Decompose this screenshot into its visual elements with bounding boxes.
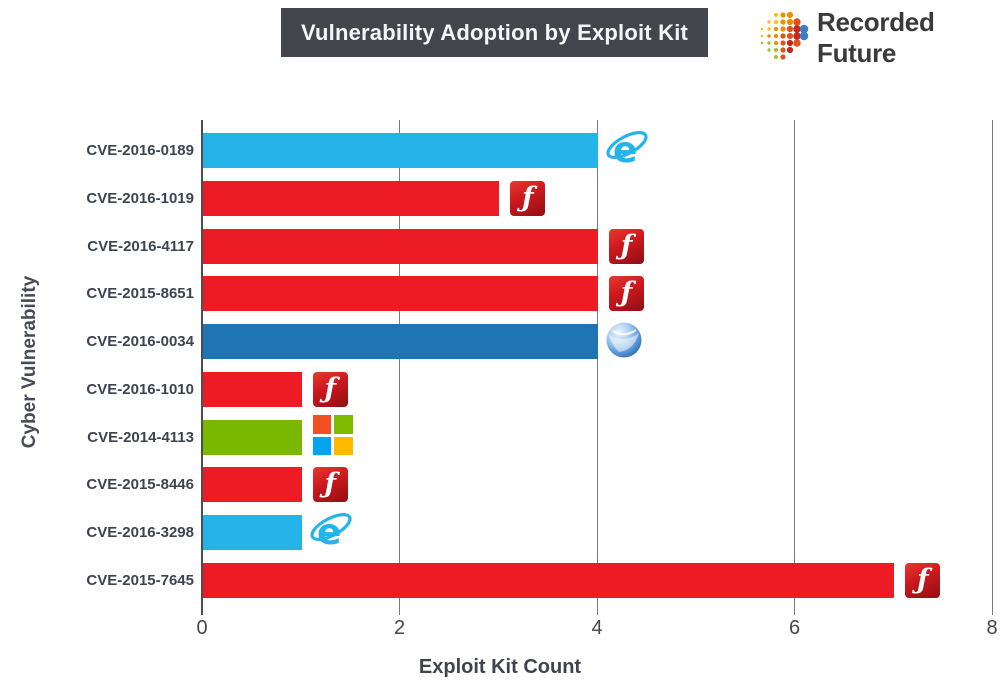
gridline-x-2 — [399, 120, 400, 615]
silverlight-icon — [604, 320, 646, 360]
category-label-cve-2014-4113: CVE-2014-4113 — [87, 428, 194, 446]
bar-cve-2015-8446 — [203, 467, 302, 503]
flash-icon: ƒ — [905, 563, 941, 599]
category-label-cve-2016-1019: CVE-2016-1019 — [86, 189, 194, 207]
bar-cve-2014-4113 — [203, 419, 302, 455]
flash-icon: ƒ — [609, 276, 644, 312]
bar-cve-2016-1010 — [203, 371, 302, 407]
category-label-cve-2016-0034: CVE-2016-0034 — [86, 333, 194, 351]
bar-cve-2015-8651 — [203, 276, 598, 312]
internet-explorer-icon: e — [604, 127, 650, 169]
gridline-x-8 — [991, 120, 993, 615]
x-tick-label-0: 0 — [196, 617, 208, 639]
bar-cve-2016-3298 — [203, 515, 302, 551]
internet-explorer-icon: e — [308, 509, 354, 551]
bar-cve-2016-1019 — [203, 180, 500, 216]
bar-cve-2015-7645 — [203, 563, 895, 599]
chart-title: Vulnerability Adoption by Exploit Kit — [300, 19, 689, 45]
bar-cve-2016-4117 — [203, 228, 598, 264]
flash-icon: ƒ — [609, 228, 644, 264]
category-label-cve-2016-3298: CVE-2016-3298 — [86, 524, 194, 542]
flash-icon: ƒ — [510, 180, 546, 216]
flash-icon: ƒ — [312, 371, 348, 407]
category-label-cve-2015-8446: CVE-2015-8446 — [86, 476, 194, 494]
brand-name: Recorded Future — [817, 7, 935, 68]
y-axis-line — [201, 120, 203, 615]
flash-icon: ƒ — [312, 467, 348, 503]
category-label-cve-2016-4117: CVE-2016-4117 — [87, 237, 194, 255]
plot-area: 0 2 4 6 8 CVE-2016-0189 e CVE-2016-1019 ƒ CVE-201… — [86, 120, 998, 639]
bar-cve-2016-0034 — [203, 324, 598, 360]
category-label-cve-2015-7645: CVE-2015-7645 — [86, 572, 194, 590]
chart-title-box: Vulnerability Adoption by Exploit Kit — [281, 8, 708, 57]
bar-cve-2016-0189 — [203, 133, 598, 168]
x-tick-label-8: 8 — [986, 617, 998, 639]
x-tick-label-4: 4 — [591, 617, 603, 639]
recorded-future-logo: Recorded Future — [757, 7, 1000, 68]
recorded-future-dots-icon — [757, 11, 811, 66]
gridline-x-4 — [596, 120, 598, 615]
category-label-cve-2016-0189: CVE-2016-0189 — [86, 142, 194, 159]
gridline-x-6 — [794, 120, 795, 615]
category-label-cve-2015-8651: CVE-2015-8651 — [86, 285, 194, 303]
category-label-cve-2016-1010: CVE-2016-1010 — [86, 380, 194, 398]
x-tick-label-2: 2 — [393, 617, 406, 639]
x-axis-title: Exploit Kit Count — [418, 656, 582, 678]
microsoft-icon — [312, 415, 353, 456]
x-tick-label-6: 6 — [788, 617, 801, 639]
